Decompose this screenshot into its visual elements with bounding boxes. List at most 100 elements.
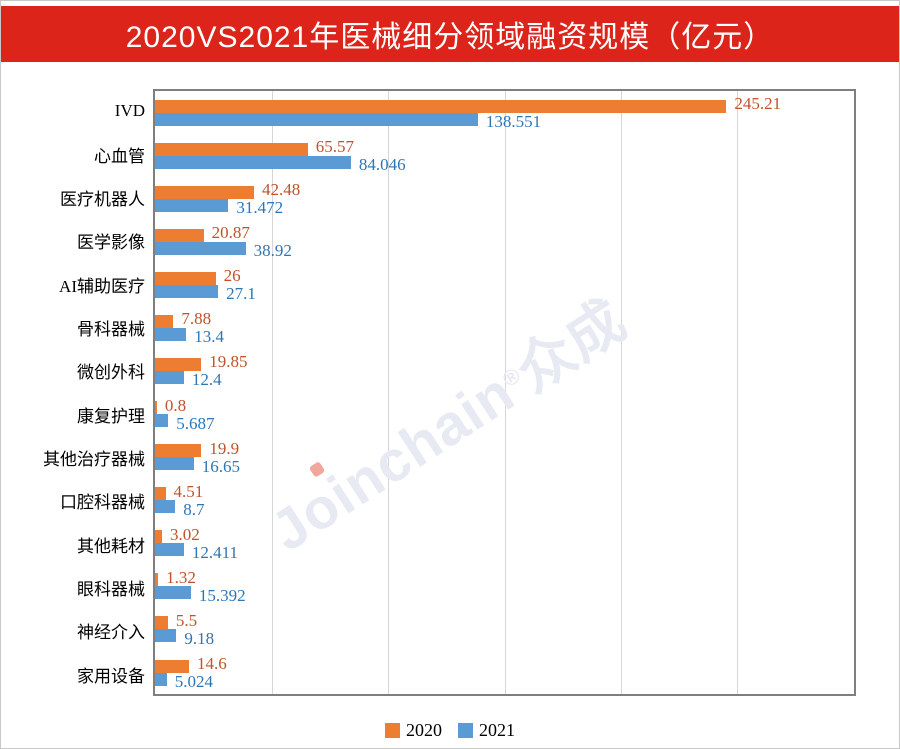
- bar-2020-眼科器械: [155, 573, 159, 587]
- category-label: 神经介入: [77, 623, 145, 643]
- gridline: [504, 91, 506, 694]
- category-label: 其他治疗器械: [43, 450, 145, 470]
- value-label-2020-医学影像: 20.87: [211, 223, 250, 243]
- bar-2020-医疗机器人: [155, 185, 254, 199]
- bar-row: 4.51 8.7: [155, 479, 854, 522]
- bar-2021-口腔科器械: [155, 500, 176, 514]
- value-label-2020-骨科器械: 7.88: [181, 309, 212, 329]
- bar-row: 20.87 38.92: [155, 220, 854, 263]
- category-label: 医学影像: [77, 233, 145, 253]
- bar-2021-家用设备: [155, 672, 167, 686]
- bar-2020-神经介入: [155, 616, 168, 630]
- value-label-2021-骨科器械: 13.4: [194, 327, 224, 347]
- bar-row: 5.5 9.18: [155, 608, 854, 651]
- value-label-2021-其他耗材: 12.411: [191, 542, 239, 562]
- bar-row: 7.88 13.4: [155, 306, 854, 349]
- value-label-2021-家用设备: 5.024: [174, 672, 213, 692]
- bar-2020-其他治疗器械: [155, 444, 202, 458]
- gridline: [271, 91, 273, 694]
- category-label: 眼科器械: [77, 580, 145, 600]
- value-label-2020-眼科器械: 1.32: [166, 567, 196, 587]
- bar-2021-其他治疗器械: [155, 457, 194, 471]
- value-label-2021-医疗机器人: 31.472: [236, 198, 284, 218]
- value-label-2020-康复护理: 0.8: [164, 395, 187, 415]
- legend-swatch-2021: [458, 723, 473, 738]
- value-label-2020-家用设备: 14.6: [197, 654, 227, 674]
- category-label: 家用设备: [77, 666, 145, 686]
- value-label-2020-IVD: 245.21: [734, 94, 782, 113]
- bar-2021-医疗机器人: [155, 198, 229, 212]
- bar-row: 0.8 5.687: [155, 393, 854, 436]
- category-label: 医疗机器人: [60, 189, 145, 209]
- category-label: 心血管: [94, 146, 145, 166]
- page-title: 2020VS2021年医械细分领域融资规模（亿元）: [125, 21, 775, 54]
- category-axis: IVD 心血管医疗机器人医学影像 AI辅助医疗骨科器械微创外科康复护理其他治疗器械口…: [9, 89, 145, 696]
- value-label-2021-神经介入: 9.18: [184, 628, 215, 648]
- category-label: IVD: [114, 100, 145, 120]
- bar-2020-骨科器械: [155, 314, 174, 328]
- bar-row: 1.32 15.392: [155, 565, 854, 608]
- value-label-2021-康复护理: 5.687: [176, 413, 215, 433]
- bar-2021-骨科器械: [155, 327, 187, 341]
- category-label: 口腔科器械: [60, 493, 145, 513]
- value-label-2020-其他耗材: 3.02: [170, 524, 200, 544]
- bar-2020-心血管: [155, 142, 308, 156]
- bar-2021-其他耗材: [155, 543, 184, 557]
- bar-2020-康复护理: [155, 401, 157, 415]
- bar-2021-心血管: [155, 155, 351, 169]
- plot-area: 245.21 138.551 65.57 84.046 42.48 31.472 20.87…: [153, 89, 856, 696]
- bar-rows: 245.21 138.551 65.57 84.046 42.48 31.472 20.87…: [155, 91, 854, 694]
- bar-2021-神经介入: [155, 629, 177, 643]
- legend-swatch-2020: [385, 723, 400, 738]
- bar-2020-口腔科器械: [155, 487, 166, 501]
- bar-2020-其他耗材: [155, 530, 163, 544]
- category-label: 骨科器械: [77, 319, 145, 339]
- value-label-2021-微创外科: 12.4: [191, 370, 222, 390]
- gridline: [387, 91, 389, 694]
- bar-2021-眼科器械: [155, 586, 191, 600]
- category-label: 康复护理: [77, 406, 145, 426]
- value-label-2020-AI辅助医疗: 26: [223, 266, 241, 286]
- value-label-2021-AI辅助医疗: 27.1: [226, 284, 256, 304]
- value-label-2021-口腔科器械: 8.7: [183, 499, 205, 519]
- bar-2020-家用设备: [155, 659, 190, 673]
- bar-2021-康复护理: [155, 414, 169, 428]
- bar-2020-AI辅助医疗: [155, 271, 216, 285]
- bar-row: 65.57 84.046: [155, 134, 854, 177]
- bar-row: 245.21 138.551: [155, 91, 854, 134]
- legend-item-2020: 2020: [385, 720, 442, 741]
- value-label-2020-神经介入: 5.5: [175, 610, 198, 630]
- bar-2021-微创外科: [155, 371, 184, 384]
- value-label-2020-医疗机器人: 42.48: [261, 180, 301, 200]
- value-label-2020-口腔科器械: 4.51: [173, 481, 204, 501]
- category-label: AI辅助医疗: [59, 276, 145, 296]
- bar-2021-AI辅助医疗: [155, 284, 219, 298]
- bar-row: 14.6 5.024: [155, 651, 854, 694]
- bar-2021-医学影像: [155, 241, 246, 255]
- value-label-2021-医学影像: 38.92: [253, 241, 292, 261]
- gridline: [737, 91, 739, 694]
- bar-row: 26 27.1: [155, 263, 854, 306]
- value-label-2021-心血管: 84.046: [358, 155, 406, 175]
- bar-2020-IVD: [155, 99, 727, 113]
- category-label: 微创外科: [77, 363, 145, 383]
- legend-label: 2021: [479, 720, 515, 740]
- bar-row: 42.48 31.472: [155, 177, 854, 220]
- title-banner: 2020VS2021年医械细分领域融资规模（亿元）: [1, 6, 899, 62]
- value-label-2021-IVD: 138.551: [485, 112, 542, 131]
- category-label: 其他耗材: [77, 536, 145, 556]
- value-label-2021-其他治疗器械: 16.65: [201, 456, 241, 476]
- bar-row: 19.85 12.4: [155, 349, 854, 392]
- bar-2020-微创外科: [155, 358, 202, 371]
- value-label-2020-微创外科: 19.85: [209, 352, 248, 372]
- bar-row: 19.9 16.65: [155, 436, 854, 479]
- gridline: [621, 91, 622, 694]
- value-label-2021-眼科器械: 15.392: [198, 585, 246, 605]
- value-label-2020-其他治疗器械: 19.9: [209, 438, 240, 458]
- legend-item-2021: 2021: [458, 720, 515, 741]
- value-label-2020-心血管: 65.57: [315, 137, 355, 157]
- bar-row: 3.02 12.411: [155, 522, 854, 565]
- legend: 2020 2021: [1, 720, 899, 741]
- legend-label: 2020: [406, 720, 442, 740]
